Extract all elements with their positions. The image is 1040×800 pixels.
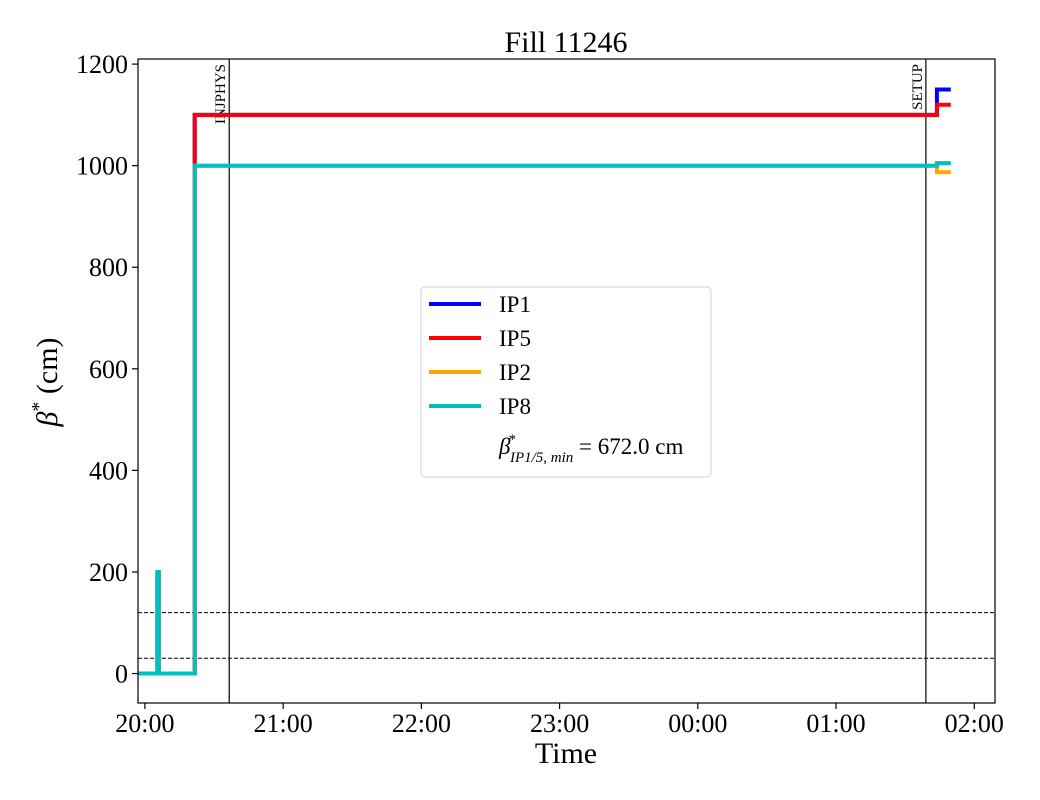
legend-label-ip1: IP1 [499,292,531,317]
y-tick-label-0: 0 [115,660,128,689]
y-tick-label-600: 600 [89,355,128,384]
series-line-ip8 [138,161,951,676]
legend-label-ip2: IP2 [499,360,531,385]
event-label-setup: SETUP [910,64,926,110]
y-tick-label-400: 400 [89,456,128,485]
y-tick-label-1000: 1000 [76,152,128,181]
x-tick-label-23:00: 23:00 [530,709,589,738]
legend-entries: IP1 IP5 IP2 IP8 [429,292,531,419]
y-tick-label-1200: 1200 [76,50,128,79]
y-axis-label-sup: * [28,402,50,412]
chart-title: Fill 11246 [504,26,627,59]
legend-label-ip8: IP8 [499,394,531,419]
legend-beta-value: = 672.0 cm [573,434,683,459]
x-tick-label-01:00: 01:00 [806,709,865,738]
x-tick-label-22:00: 22:00 [392,709,451,738]
x-tick-label-02:00: 02:00 [945,709,1004,738]
legend-label-ip5: IP5 [499,326,531,351]
x-tick-label-20:00: 20:00 [115,709,174,738]
legend-beta-min: β* IP1/5, min = 672.0 cm [498,432,683,466]
y-tick-label-200: 200 [89,558,128,587]
plot-frame [137,58,996,704]
legend-frame [420,286,712,478]
y-axis-label-unit: (cm) [31,337,64,401]
x-axis-label: Time [535,737,597,770]
plot-area: INJPHYS SETUP 0 200 400 600 800 1000 1200 20:00 21… [76,50,1004,738]
y-tick-label-800: 800 [89,253,128,282]
event-label-injphys: INJPHYS [213,64,229,124]
y-axis-label: β* (cm) [28,337,64,427]
x-tick-label-00:00: 00:00 [668,709,727,738]
legend: IP1 IP5 IP2 IP8 β* IP1/5, min = 672.0 cm [420,286,712,478]
y-axis-label-symbol: β [31,412,64,428]
legend-beta-symbol: β [498,434,511,459]
legend-beta-sub: IP1/5, min [509,450,573,466]
legend-beta-sup: * [508,432,516,448]
x-tick-label-21:00: 21:00 [254,709,313,738]
